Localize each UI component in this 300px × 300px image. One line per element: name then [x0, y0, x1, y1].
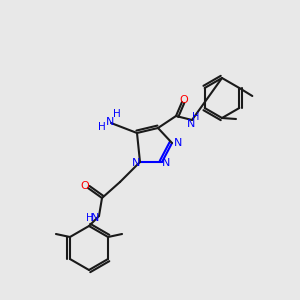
Text: O: O [180, 95, 188, 105]
Text: N: N [91, 213, 99, 223]
Text: H: H [98, 122, 106, 132]
Text: N: N [162, 158, 170, 168]
Text: H: H [86, 213, 94, 223]
Text: N: N [174, 138, 182, 148]
Text: N: N [106, 117, 114, 127]
Text: O: O [81, 181, 89, 191]
Text: H: H [113, 109, 121, 119]
Text: N: N [187, 119, 195, 129]
Text: N: N [132, 158, 140, 168]
Text: H: H [192, 112, 200, 122]
